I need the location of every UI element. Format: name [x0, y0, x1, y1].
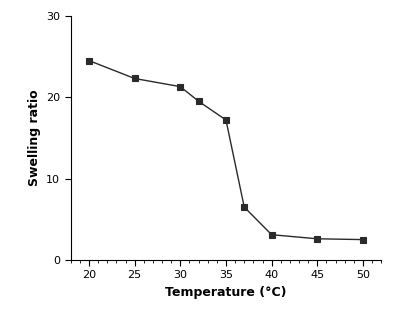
Y-axis label: Swelling ratio: Swelling ratio [28, 90, 40, 186]
X-axis label: Temperature (°C): Temperature (°C) [165, 286, 287, 299]
